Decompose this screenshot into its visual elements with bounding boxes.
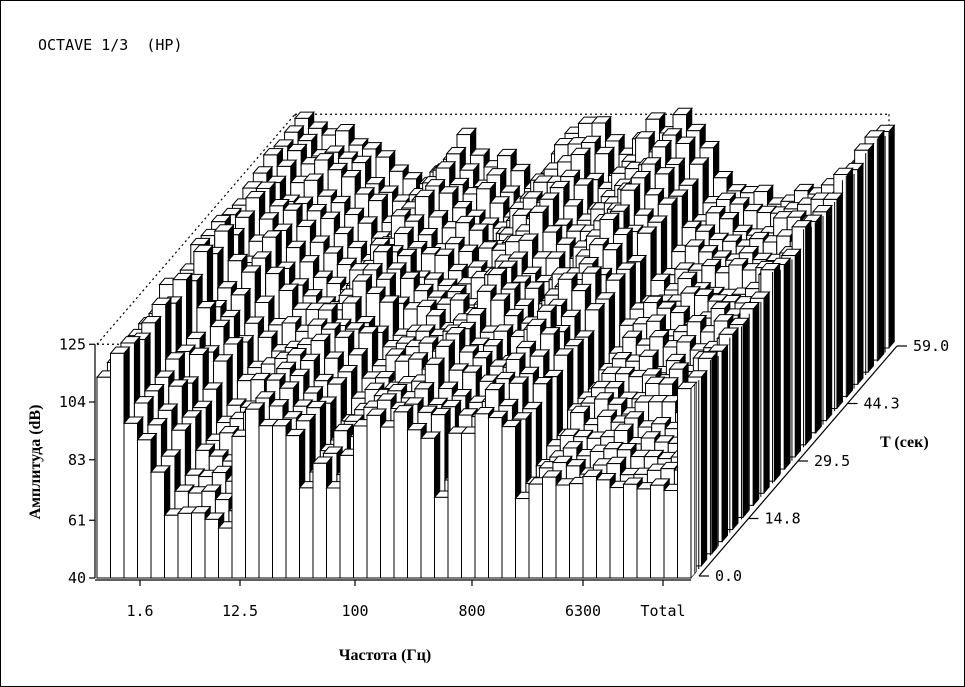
bar xyxy=(636,488,651,579)
z-tick-label: 14.8 xyxy=(765,510,801,528)
z-tick-label: 44.3 xyxy=(864,395,900,413)
y-tick-label: 40 xyxy=(68,569,86,587)
bar xyxy=(380,426,395,579)
bar xyxy=(339,454,354,579)
bar xyxy=(582,475,597,579)
bar xyxy=(663,490,678,579)
bar xyxy=(501,426,516,579)
bar xyxy=(150,471,165,579)
bar xyxy=(137,439,152,579)
bar xyxy=(177,512,192,579)
bar-side xyxy=(836,192,843,410)
bar xyxy=(164,514,179,579)
bar xyxy=(96,376,111,579)
bar xyxy=(596,479,611,579)
bar xyxy=(191,512,206,579)
bar xyxy=(677,388,692,579)
bar xyxy=(542,476,557,579)
time-row xyxy=(95,346,698,579)
y-tick-label: 104 xyxy=(59,393,86,411)
bar xyxy=(434,496,449,579)
bar-side xyxy=(753,301,760,507)
bar-side xyxy=(867,143,874,374)
bar xyxy=(393,411,408,579)
z-tick-label: 29.5 xyxy=(814,452,850,470)
bar-side xyxy=(721,344,729,543)
z-axis-label: T (сек) xyxy=(880,434,929,451)
bar-side xyxy=(784,257,791,470)
bar xyxy=(474,413,489,579)
bar-side xyxy=(888,124,895,349)
bar xyxy=(366,414,381,579)
bar xyxy=(299,487,314,579)
x-tick-label: 12.5 xyxy=(222,602,258,620)
x-tick-label: 800 xyxy=(458,602,485,620)
bar xyxy=(218,527,233,579)
box-edge-left xyxy=(96,113,296,345)
bar xyxy=(326,487,341,579)
bar xyxy=(231,435,246,579)
chart-title: OCTAVE 1/3 (HP) xyxy=(38,36,183,54)
bar xyxy=(312,462,327,579)
bar xyxy=(488,417,503,579)
bar xyxy=(407,429,422,579)
bar xyxy=(447,432,462,579)
bar xyxy=(515,498,530,579)
bar xyxy=(555,484,570,579)
x-axis-label: Частота (Гц) xyxy=(339,647,431,664)
bar xyxy=(123,422,138,579)
bar xyxy=(623,483,638,579)
x-tick-label: 100 xyxy=(341,602,368,620)
y-axis-label: Амплитуда (dB) xyxy=(27,405,44,520)
bar xyxy=(272,425,287,579)
bar xyxy=(528,483,543,579)
bar xyxy=(420,437,435,579)
x-tick-label: Total xyxy=(640,602,685,620)
bar xyxy=(110,352,125,579)
bar xyxy=(285,435,300,579)
x-tick-label: 6300 xyxy=(565,602,601,620)
bar-side xyxy=(857,162,864,386)
bar xyxy=(245,408,260,579)
bar xyxy=(204,518,219,579)
bar-side xyxy=(690,381,697,579)
y-tick-label: 125 xyxy=(59,335,86,353)
y-tick-label: 83 xyxy=(68,451,86,469)
bar xyxy=(569,483,584,579)
bar xyxy=(461,432,476,579)
bar xyxy=(650,484,665,579)
y-tick-label: 61 xyxy=(68,511,86,529)
x-tick-label: 1.6 xyxy=(126,602,153,620)
bar xyxy=(258,425,273,579)
bar xyxy=(353,425,368,579)
bar-side xyxy=(774,262,781,482)
z-tick-label: 0.0 xyxy=(715,567,742,585)
bar-side xyxy=(805,219,812,446)
bar xyxy=(609,487,624,579)
z-tick-label: 59.0 xyxy=(913,337,949,355)
